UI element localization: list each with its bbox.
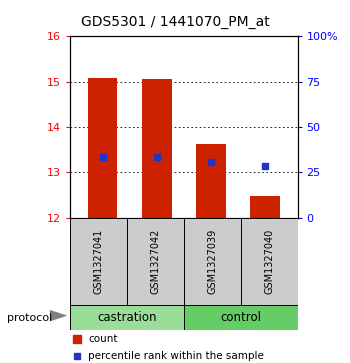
Text: count: count (88, 334, 118, 344)
Polygon shape (50, 310, 67, 321)
Text: GSM1327040: GSM1327040 (264, 229, 274, 294)
Text: castration: castration (97, 311, 157, 324)
Bar (88, 78, 117, 218)
Text: GSM1327041: GSM1327041 (93, 229, 104, 294)
Bar (196, 144, 226, 218)
Text: control: control (220, 311, 261, 324)
Bar (184, 218, 241, 305)
Bar (241, 218, 298, 305)
Bar (142, 79, 172, 218)
Text: GSM1327039: GSM1327039 (207, 229, 217, 294)
Bar (250, 196, 280, 218)
Text: GDS5301 / 1441070_PM_at: GDS5301 / 1441070_PM_at (80, 15, 270, 29)
Text: GSM1327042: GSM1327042 (150, 229, 160, 294)
Text: percentile rank within the sample: percentile rank within the sample (88, 351, 264, 361)
Bar (127, 218, 184, 305)
Text: protocol: protocol (7, 313, 52, 323)
Bar (70, 305, 184, 330)
Bar (70, 218, 127, 305)
Bar (184, 305, 298, 330)
